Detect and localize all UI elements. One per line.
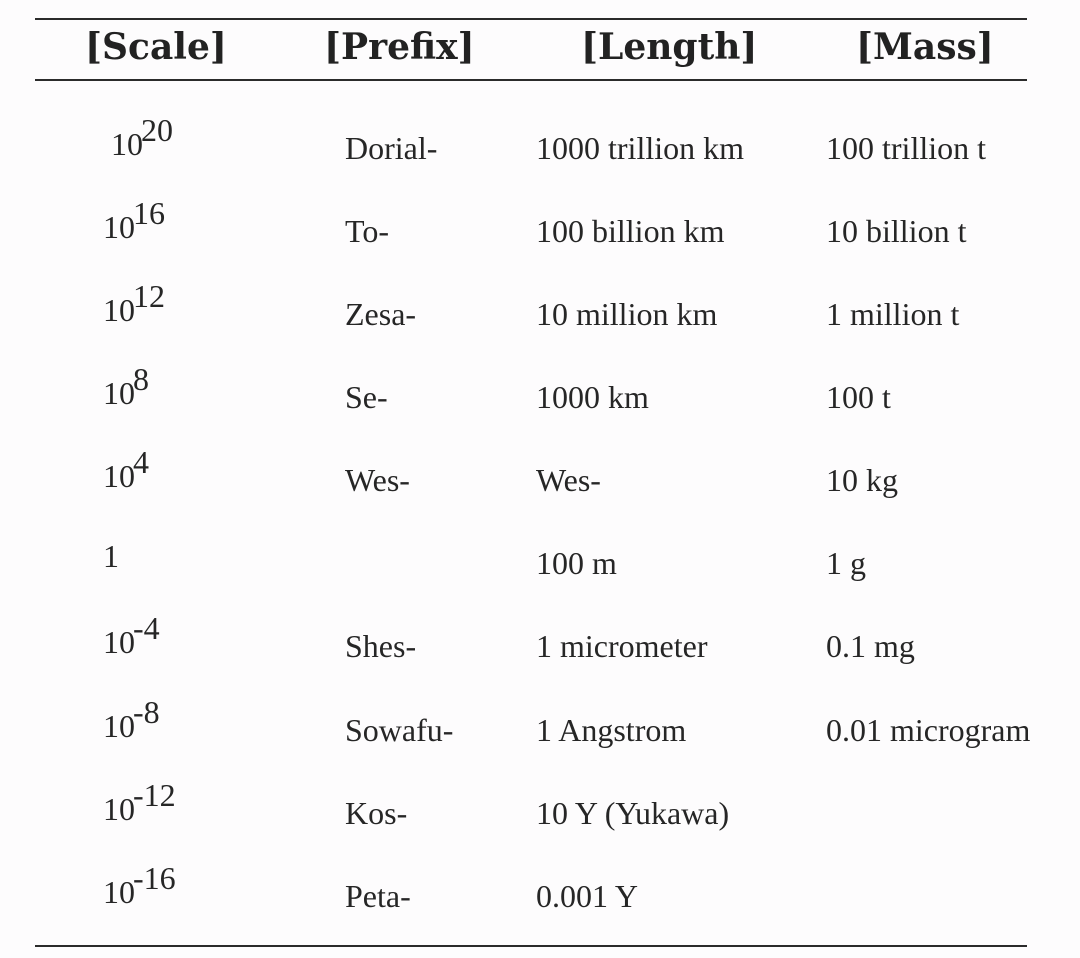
scale-base: 10 [103, 874, 135, 910]
length-value: 100 m [536, 545, 617, 581]
scale-value: 1016 [103, 195, 165, 247]
scale-exponent: 8 [133, 361, 149, 397]
table-row: 1012 Zesa- 10 million km 1 million t [0, 278, 1080, 344]
table-row: 1016 To- 100 billion km 10 billion t [0, 195, 1080, 261]
prefix-value: Sowafu- [345, 712, 454, 748]
mass-value: 1 million t [826, 296, 960, 332]
header-scale: [Scale] [85, 26, 227, 68]
scale-value: 104 [103, 444, 149, 496]
scale-base: 10 [103, 375, 135, 411]
scale-exponent: -16 [133, 860, 176, 896]
prefix-value: Shes- [345, 628, 417, 664]
length-value: 10 Y (Yukawa) [536, 795, 730, 831]
length-value: 1000 trillion km [536, 130, 744, 166]
length-value: 1000 km [536, 379, 649, 415]
scale-base: 10 [111, 126, 143, 162]
length-value: 10 million km [536, 296, 718, 332]
prefix-value: Dorial- [345, 130, 438, 166]
scale-base: 1 [103, 538, 119, 574]
scale-exponent: -12 [133, 777, 176, 813]
length-value: 0.001 Y [536, 878, 638, 914]
scale-value: 10-12 [103, 777, 176, 829]
mass-value: 10 kg [826, 462, 898, 498]
scale-value: 1 [103, 536, 119, 576]
length-value: Wes- [536, 462, 601, 498]
length-value: 1 Angstrom [536, 712, 687, 748]
header-prefix: [Prefix] [324, 26, 475, 68]
prefix-value: Se- [345, 379, 388, 415]
scale-base: 10 [103, 209, 135, 245]
scale-exponent: -4 [133, 610, 160, 646]
scale-value: 10-16 [103, 860, 176, 912]
table-row: 1 100 m 1 g [0, 533, 1080, 593]
scale-base: 10 [103, 708, 135, 744]
table-row: 10-16 Peta- 0.001 Y [0, 860, 1080, 926]
table-top-rule [35, 18, 1027, 20]
table-row: 104 Wes- Wes- 10 kg [0, 444, 1080, 510]
scale-value: 1012 [103, 278, 165, 330]
prefix-value: Wes- [345, 462, 410, 498]
scale-value: 108 [103, 361, 149, 413]
prefix-value: Zesa- [345, 296, 417, 332]
table-row: 10-12 Kos- 10 Y (Yukawa) [0, 777, 1080, 843]
table-row: 108 Se- 1000 km 100 t [0, 361, 1080, 427]
prefix-value: Peta- [345, 878, 411, 914]
length-value: 100 billion km [536, 213, 725, 249]
scale-value: 10-4 [103, 610, 160, 662]
scale-exponent: -8 [133, 694, 160, 730]
scale-exponent: 4 [133, 444, 149, 480]
scale-exponent: 12 [133, 278, 165, 314]
table-row: 1020 Dorial- 1000 trillion km 100 trilli… [0, 112, 1080, 178]
mass-value: 1 g [826, 545, 866, 581]
mass-value: 100 t [826, 379, 891, 415]
scale-exponent: 16 [133, 195, 165, 231]
mass-value: 10 billion t [826, 213, 967, 249]
mass-value: 0.1 mg [826, 628, 915, 664]
scale-base: 10 [103, 458, 135, 494]
mass-value: 0.01 microgram [826, 712, 1031, 748]
scale-value: 1020 [111, 112, 173, 164]
prefix-value: Kos- [345, 795, 408, 831]
scale-base: 10 [103, 791, 135, 827]
length-value: 1 micrometer [536, 628, 708, 664]
table-row: 10-8 Sowafu- 1 Angstrom 0.01 microgram [0, 694, 1080, 760]
prefix-value: To- [345, 213, 389, 249]
mass-value: 100 trillion t [826, 130, 986, 166]
header-mass: [Mass] [856, 26, 994, 68]
scale-base: 10 [103, 624, 135, 660]
table-bottom-rule [35, 945, 1027, 947]
scale-value: 10-8 [103, 694, 160, 746]
scale-base: 10 [103, 292, 135, 328]
header-rule [35, 79, 1027, 81]
scale-exponent: 20 [141, 112, 173, 148]
header-length: [Length] [581, 26, 758, 68]
table-row: 10-4 Shes- 1 micrometer 0.1 mg [0, 610, 1080, 676]
